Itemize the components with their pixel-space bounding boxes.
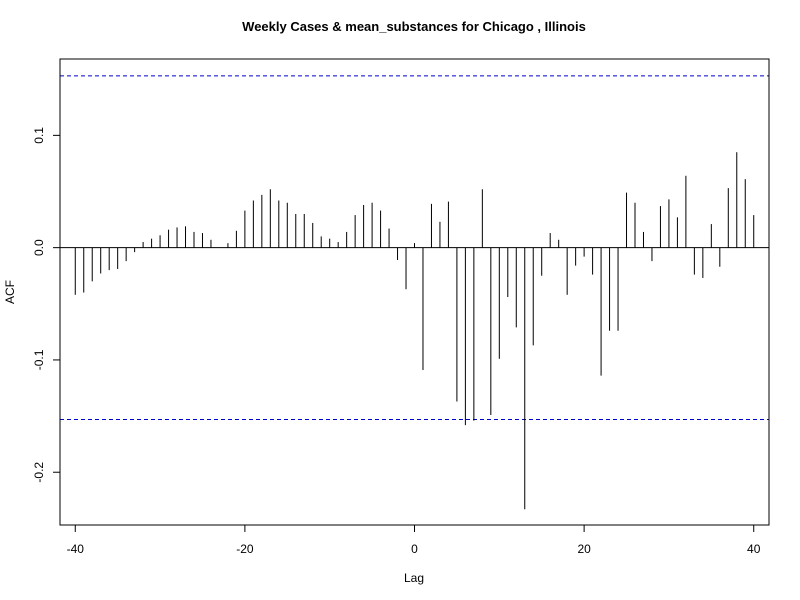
y-tick-label: 0.0 xyxy=(32,239,46,256)
x-tick-label: 20 xyxy=(577,542,591,556)
x-tick-label: -40 xyxy=(67,542,85,556)
plot-frame xyxy=(59,58,770,526)
chart-title: Weekly Cases & mean_substances for Chica… xyxy=(242,19,586,34)
y-tick-label: -0.2 xyxy=(32,462,46,483)
x-tick-label: 0 xyxy=(411,542,418,556)
x-tick-label: -20 xyxy=(236,542,254,556)
x-axis: -40 -20 0 20 40 xyxy=(67,525,761,556)
y-tick-label: 0.1 xyxy=(32,127,46,144)
y-axis-label: ACF xyxy=(3,280,17,304)
x-axis-label: Lag xyxy=(404,571,424,585)
x-tick-label: 40 xyxy=(747,542,761,556)
y-tick-label: -0.1 xyxy=(32,349,46,370)
acf-marks xyxy=(60,75,769,510)
y-axis: -0.2 -0.1 0.0 0.1 xyxy=(32,127,60,483)
